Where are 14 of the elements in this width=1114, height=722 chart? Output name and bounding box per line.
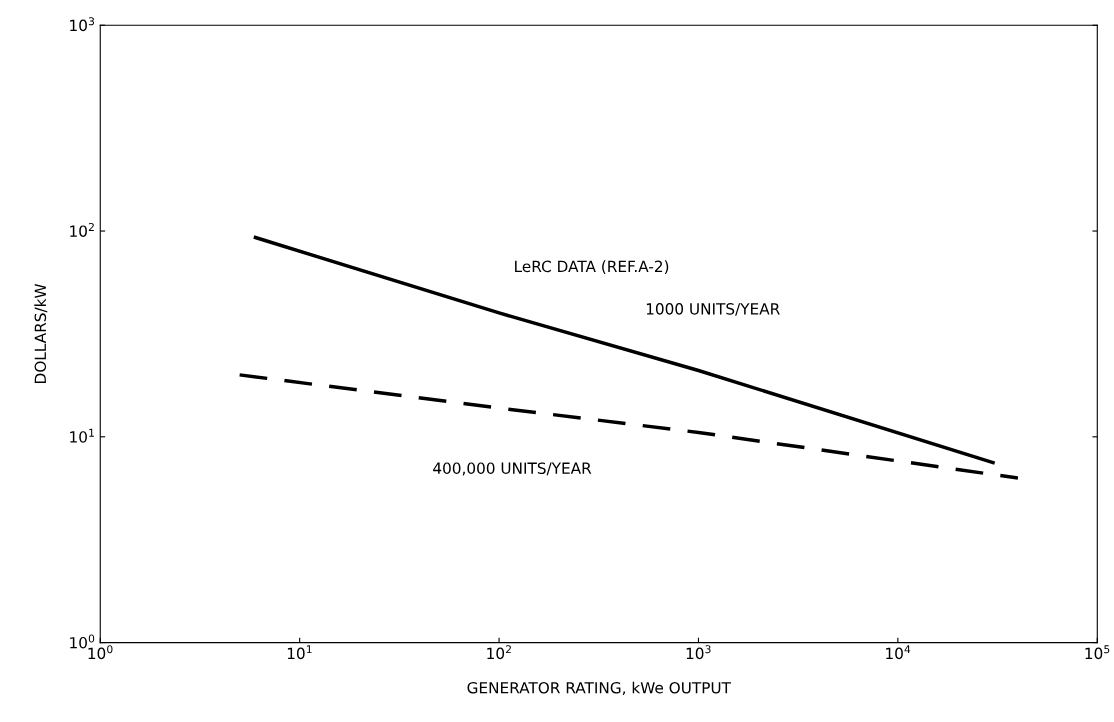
x-tick-label: 10$^{5}$ — [1085, 645, 1110, 660]
y-axis-title: DOLLARS/kW — [34, 283, 48, 383]
x-axis-title: GENERATOR RATING, kWe OUTPUT — [467, 681, 731, 696]
text: 400,000 UNITS/YEAR — [433, 462, 592, 476]
y-tick-label: 10$^{1}$ — [70, 428, 94, 443]
text: 1000 UNITS/YEAR — [646, 303, 780, 316]
x-tick-label: 10$^{3}$ — [686, 645, 711, 660]
x-tick-label: 10$^{0}$ — [88, 645, 113, 660]
x-tick-label: 10$^{2}$ — [487, 645, 511, 660]
y-tick-label: 10$^{2}$ — [70, 222, 94, 237]
x-tick-label: 10$^{1}$ — [287, 645, 312, 660]
x-tick-label: 10$^{4}$ — [886, 645, 911, 660]
annotation: LeRC DATA (REF.A-2) — [515, 260, 669, 274]
y-tick-label: 10$^{3}$ — [70, 17, 95, 32]
